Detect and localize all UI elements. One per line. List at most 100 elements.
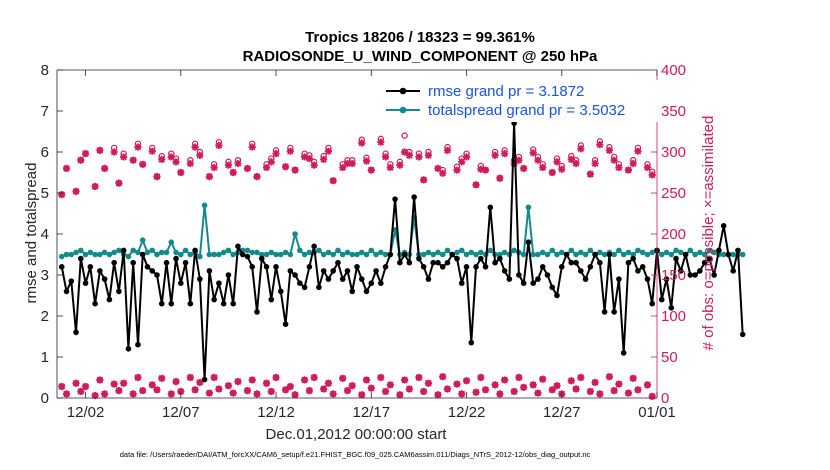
series-point-rmse <box>720 223 727 229</box>
series-point-rmse <box>706 255 713 262</box>
series-point-totalspread <box>249 249 256 256</box>
obs-assimilated-marker <box>134 373 142 382</box>
series-point-totalspread <box>720 251 727 258</box>
obs-assimilated-marker <box>472 388 480 396</box>
obs-assimilated-marker <box>158 155 166 163</box>
obs-assimilated-marker <box>534 156 542 164</box>
obs-assimilated-marker <box>520 383 528 391</box>
series-point-totalspread <box>106 251 113 258</box>
obs-assimilated-marker <box>434 164 442 172</box>
series-point-rmse <box>611 309 617 315</box>
series-point-rmse <box>520 280 527 287</box>
series-point-rmse <box>125 346 132 352</box>
obs-assimilated-marker <box>596 390 604 398</box>
obs-assimilated-marker <box>81 382 90 391</box>
series-point-rmse <box>106 296 113 303</box>
obs-assimilated-marker <box>381 153 390 161</box>
y-tick-label-right: 200 <box>661 226 686 243</box>
series-point-totalspread <box>301 251 308 258</box>
series-point-rmse <box>201 376 208 383</box>
y-tick-label-right: 100 <box>661 308 686 325</box>
series-point-totalspread <box>620 251 627 258</box>
series-point-totalspread <box>601 251 608 258</box>
series-point-rmse <box>111 259 117 266</box>
obs-assimilated-marker <box>215 141 223 150</box>
series-point-rmse <box>601 309 608 315</box>
series-point-totalspread <box>187 251 194 258</box>
series-point-totalspread <box>287 251 294 258</box>
series-point-totalspread <box>306 249 313 256</box>
obs-assimilated-marker <box>72 379 80 387</box>
obs-assimilated-marker <box>101 164 109 172</box>
obs-assimilated-marker <box>386 381 394 389</box>
obs-assimilated-marker <box>272 150 280 158</box>
series-point-rmse <box>682 251 689 258</box>
obs-assimilated-marker <box>329 390 337 398</box>
series-point-totalspread <box>263 251 270 258</box>
series-point-totalspread <box>320 251 327 258</box>
series-point-rmse <box>578 268 584 274</box>
obs-assimilated-marker <box>291 391 299 399</box>
x-tick-label: 12/02 <box>67 404 105 421</box>
series-point-rmse <box>130 259 136 266</box>
obs-assimilated-marker <box>405 151 413 159</box>
series-point-totalspread <box>520 251 527 258</box>
series-point-rmse <box>349 288 356 295</box>
obs-possible-marker <box>401 132 408 139</box>
obs-assimilated-marker <box>510 159 518 168</box>
x-tick-label: 12/27 <box>543 404 581 421</box>
series-point-rmse <box>339 276 346 282</box>
obs-assimilated-marker <box>610 156 618 164</box>
series-point-rmse <box>144 264 151 270</box>
series-point-rmse <box>63 288 70 295</box>
series-point-totalspread <box>635 247 641 254</box>
obs-assimilated-marker <box>643 163 652 172</box>
series-point-totalspread <box>63 251 70 258</box>
obs-assimilated-marker <box>172 378 180 386</box>
obs-assimilated-marker <box>77 387 85 396</box>
obs-assimilated-marker <box>167 390 175 398</box>
obs-assimilated-marker <box>196 151 204 159</box>
obs-assimilated-marker <box>115 179 123 187</box>
obs-assimilated-marker <box>629 374 637 382</box>
series-point-totalspread <box>420 251 427 258</box>
plot-area: 0 1 2 3 4 5 6 7 8 0 50 100 150 200 250 300 350 400 12/02 12… <box>41 62 746 421</box>
series-point-totalspread <box>649 249 656 256</box>
y-tick-label-left: 1 <box>41 349 49 366</box>
series-point-rmse <box>644 276 651 282</box>
series-point-rmse <box>478 255 484 262</box>
x-tick-label: 12/22 <box>448 404 486 421</box>
series-point-rmse <box>154 272 160 278</box>
obs-assimilated-marker <box>515 156 523 164</box>
series-point-totalspread <box>678 249 684 256</box>
obs-assimilated-marker <box>110 148 118 156</box>
obs-assimilated-marker <box>491 151 499 159</box>
obs-assimilated-marker <box>534 389 542 397</box>
obs-assimilated-marker <box>481 166 490 174</box>
series-point-rmse <box>497 255 503 262</box>
obs-assimilated-marker <box>420 176 428 184</box>
series-point-rmse <box>473 264 479 270</box>
series-point-rmse <box>454 255 460 262</box>
obs-assimilated-marker <box>624 389 633 397</box>
obs-assimilated-marker <box>62 390 71 398</box>
series-point-totalspread <box>258 251 265 258</box>
chart-title-line1: Tropics 18206 / 18323 = 99.361% <box>305 29 535 46</box>
obs-assimilated-marker <box>591 378 599 387</box>
series-point-rmse <box>254 309 260 315</box>
series-point-totalspread <box>292 231 298 237</box>
series-point-totalspread <box>206 251 213 258</box>
obs-assimilated-marker <box>591 159 599 168</box>
chart-title-line2: RADIOSONDE_U_WIND_COMPONENT @ 250 hPa <box>243 48 598 65</box>
series-point-totalspread <box>544 251 551 258</box>
y-tick-label-left: 7 <box>41 103 49 120</box>
obs-assimilated-marker <box>210 163 218 172</box>
legend-marker-totalspread <box>399 106 407 114</box>
series-point-rmse <box>525 239 532 245</box>
obs-assimilated-marker <box>120 379 128 387</box>
series-point-totalspread <box>687 247 694 254</box>
series-point-rmse <box>373 268 379 274</box>
series-point-rmse <box>73 329 79 336</box>
y-tick-label-left: 2 <box>41 308 49 325</box>
series-point-rmse <box>635 268 641 274</box>
